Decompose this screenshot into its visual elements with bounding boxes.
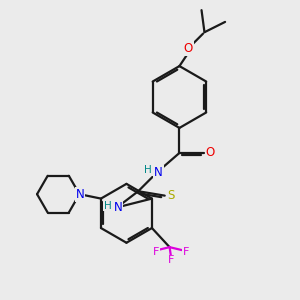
Text: H: H (144, 165, 152, 175)
Text: O: O (206, 146, 215, 159)
Text: H: H (104, 201, 112, 211)
Text: N: N (113, 201, 122, 214)
Text: O: O (184, 42, 193, 55)
Text: F: F (183, 247, 189, 256)
Text: N: N (76, 188, 84, 201)
Text: F: F (153, 247, 160, 256)
Text: N: N (154, 166, 163, 178)
Text: S: S (167, 189, 175, 202)
Text: F: F (168, 255, 174, 266)
